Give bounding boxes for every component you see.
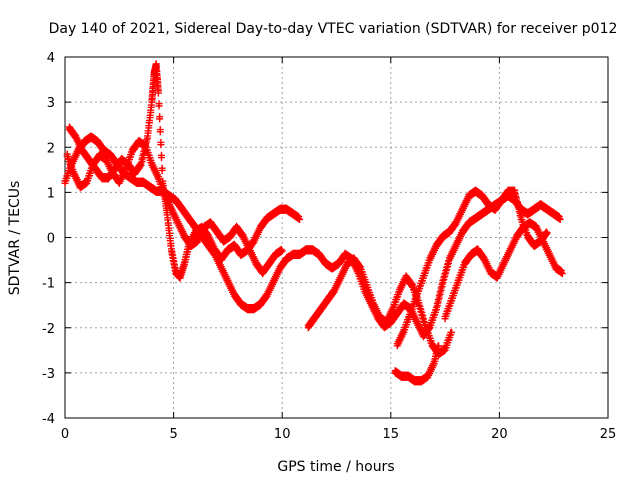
data-point <box>437 284 445 292</box>
data-point <box>157 138 165 146</box>
x-tick-label: 0 <box>61 427 69 442</box>
x-tick-label: 20 <box>491 427 508 442</box>
data-point <box>158 164 166 172</box>
data-point <box>432 303 440 311</box>
data-point <box>434 296 442 304</box>
data-point <box>442 267 450 275</box>
data-point <box>154 87 162 95</box>
y-tick-label: 4 <box>47 51 55 66</box>
data-point <box>421 318 429 326</box>
data-point <box>157 151 165 159</box>
chart-title: Day 140 of 2021, Sidereal Day-to-day VTE… <box>49 21 618 37</box>
data-point <box>415 299 423 307</box>
data-point <box>143 136 151 144</box>
data-point <box>355 262 363 270</box>
x-tick-label: 5 <box>169 427 177 442</box>
data-point <box>417 305 425 313</box>
data-point <box>137 159 145 167</box>
data-point <box>296 215 304 223</box>
data-point <box>512 194 520 202</box>
data-point <box>435 342 443 350</box>
data-point <box>277 245 285 253</box>
data-point <box>155 100 163 108</box>
data-point <box>443 263 451 271</box>
data-point <box>416 302 424 310</box>
axis-ticks: 0 5 10 15 20 25 -4 -3 -2 -1 0 1 2 3 4 <box>42 51 616 442</box>
data-point <box>558 270 566 278</box>
data-point <box>512 190 520 198</box>
data-point <box>420 315 428 323</box>
data-point <box>435 292 443 300</box>
y-tick-label: 0 <box>47 232 55 247</box>
data-point <box>556 215 564 223</box>
data-point <box>448 328 456 336</box>
y-tick-label: 1 <box>47 186 55 201</box>
data-point <box>436 288 444 296</box>
x-axis-label: GPS time / hours <box>277 459 394 475</box>
data-point <box>542 228 550 236</box>
x-tick-label: 25 <box>600 427 617 442</box>
data-point <box>513 198 521 206</box>
data-point <box>433 300 441 308</box>
grid <box>65 57 608 418</box>
data-point <box>156 126 164 134</box>
y-axis-label: SDTVAR / TECUs <box>7 181 23 296</box>
data-point <box>419 312 427 320</box>
data-point <box>514 202 522 210</box>
y-tick-label: -3 <box>42 367 55 382</box>
data-point <box>138 155 146 163</box>
data-point <box>515 205 523 213</box>
data-point <box>439 276 447 284</box>
y-tick-label: 3 <box>47 96 55 111</box>
data-point <box>408 280 416 288</box>
y-tick-label: -2 <box>42 322 55 337</box>
y-tick-label: -4 <box>42 412 55 427</box>
data-points <box>61 60 566 386</box>
data-point <box>516 209 524 217</box>
data-point <box>418 309 426 317</box>
data-point <box>438 280 446 288</box>
data-point <box>511 186 519 194</box>
x-tick-label: 10 <box>274 427 291 442</box>
data-point <box>278 247 286 255</box>
data-point <box>543 229 551 237</box>
data-point <box>444 260 452 268</box>
data-point <box>441 270 449 278</box>
x-tick-label: 15 <box>383 427 400 442</box>
y-tick-label: 2 <box>47 141 55 156</box>
y-tick-label: -1 <box>42 277 55 292</box>
data-point <box>440 273 448 281</box>
data-point <box>156 113 164 121</box>
